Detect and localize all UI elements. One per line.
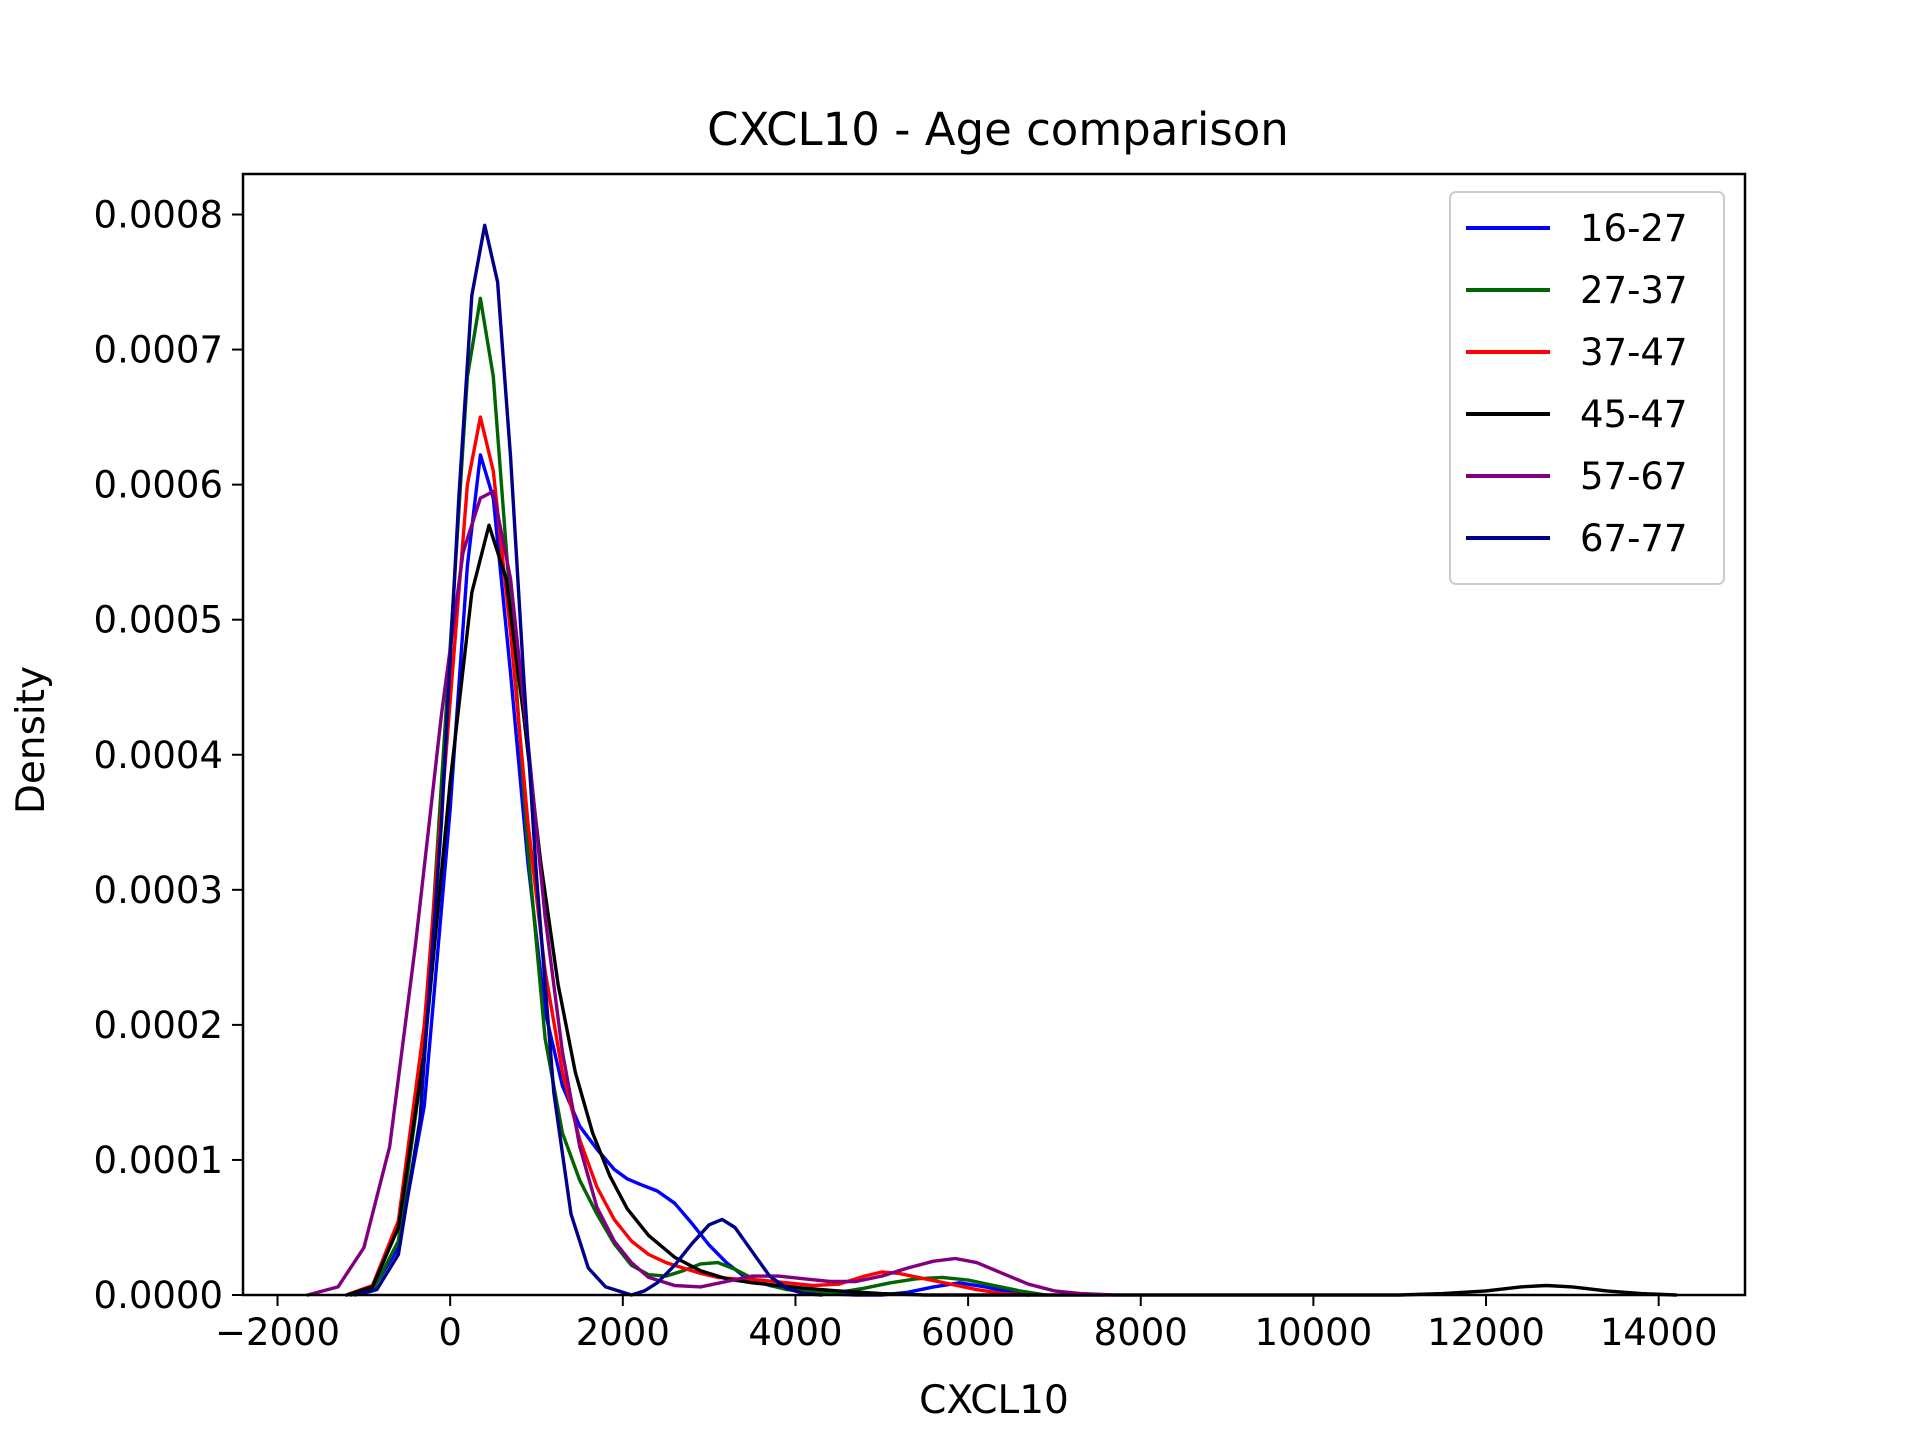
y-tick-label: 0.0004 [94, 734, 223, 777]
y-tick-label: 0.0006 [94, 464, 223, 507]
legend-label: 67-77 [1580, 517, 1688, 560]
x-tick-label: 12000 [1427, 1311, 1545, 1354]
x-tick-label: 2000 [576, 1311, 670, 1354]
y-tick-label: 0.0002 [94, 1004, 223, 1047]
legend-label: 57-67 [1580, 455, 1688, 498]
y-axis-label: Density [9, 666, 54, 814]
x-tick-label: 6000 [921, 1311, 1015, 1354]
series-line-45-47 [344, 523, 1678, 1297]
x-tick-label: 4000 [748, 1311, 842, 1354]
x-tick-label: −2000 [215, 1311, 340, 1354]
legend-label: 16-27 [1580, 207, 1688, 250]
series-line-57-67 [306, 489, 1117, 1297]
y-tick-label: 0.0005 [94, 599, 223, 642]
y-tick-label: 0.0008 [94, 194, 223, 237]
chart-title: CXCL10 - Age comparison [707, 103, 1289, 156]
axes-frame [241, 172, 1747, 1297]
y-tick-label: 0.0003 [94, 869, 223, 912]
series-line-27-37 [349, 296, 1048, 1297]
x-axis-label: CXCL10 [919, 1378, 1069, 1423]
legend-label: 37-47 [1580, 331, 1688, 374]
x-tick-label: 8000 [1094, 1311, 1188, 1354]
x-axis: −2000 0 2000 4000 6000 8000 10000 12000 14000 [215, 1295, 1718, 1354]
y-tick-label: 0.0000 [94, 1274, 223, 1317]
series-line-67-77 [353, 223, 824, 1297]
x-tick-label: 14000 [1600, 1311, 1718, 1354]
legend-label: 27-37 [1580, 269, 1688, 312]
y-tick-label: 0.0001 [94, 1139, 223, 1182]
x-tick-label: 10000 [1255, 1311, 1373, 1354]
x-tick-label: 0 [438, 1311, 462, 1354]
legend: 16-27 27-37 37-47 45-47 57-67 67-77 [1449, 191, 1725, 585]
plot-area [306, 223, 1678, 1297]
y-tick-label: 0.0007 [94, 329, 223, 372]
y-axis: 0.0000 0.0001 0.0002 0.0003 0.0004 0.0005 0.00… [94, 194, 243, 1317]
legend-label: 45-47 [1580, 393, 1688, 436]
